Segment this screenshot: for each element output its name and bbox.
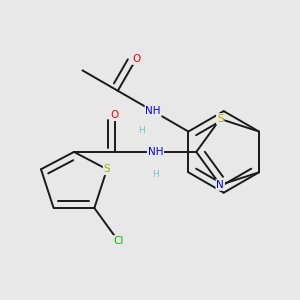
Text: Cl: Cl — [113, 236, 124, 246]
Text: H: H — [152, 170, 159, 179]
Text: O: O — [132, 54, 140, 64]
Text: H: H — [139, 126, 145, 135]
Text: NH: NH — [148, 147, 163, 157]
Text: S: S — [103, 164, 110, 174]
Text: S: S — [217, 114, 224, 124]
Text: NH: NH — [145, 106, 161, 116]
Text: O: O — [111, 110, 119, 120]
Text: N: N — [216, 180, 224, 190]
